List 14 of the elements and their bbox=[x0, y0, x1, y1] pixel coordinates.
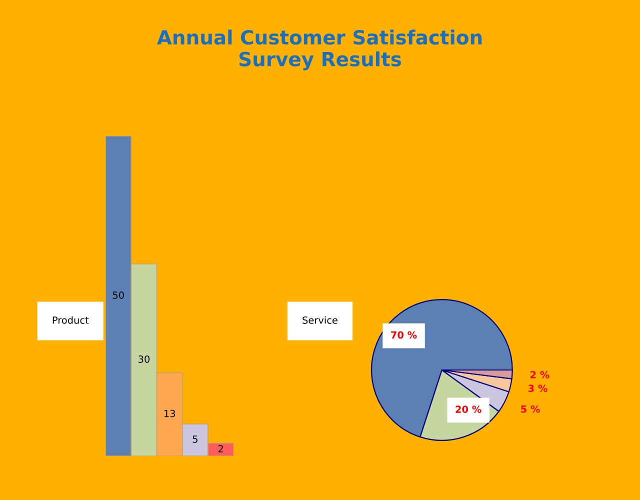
data-label: 3 % bbox=[528, 384, 548, 392]
data-label: 2 bbox=[218, 445, 223, 452]
data-label: 20 % bbox=[456, 406, 482, 413]
data-label: 2 % bbox=[530, 370, 550, 378]
data-label: 70 % bbox=[391, 331, 417, 339]
text: Annual Customer Satisfaction Survey Results bbox=[156, 30, 482, 70]
data-label: 5 % bbox=[521, 405, 540, 413]
data-label: 30 bbox=[138, 355, 150, 363]
text: Product bbox=[52, 316, 89, 324]
data-label: 13 bbox=[164, 410, 176, 418]
data-label: 5 bbox=[192, 436, 198, 443]
pie-slice bbox=[370, 299, 513, 438]
text: Service bbox=[302, 316, 338, 324]
data-label: 50 bbox=[112, 291, 124, 299]
